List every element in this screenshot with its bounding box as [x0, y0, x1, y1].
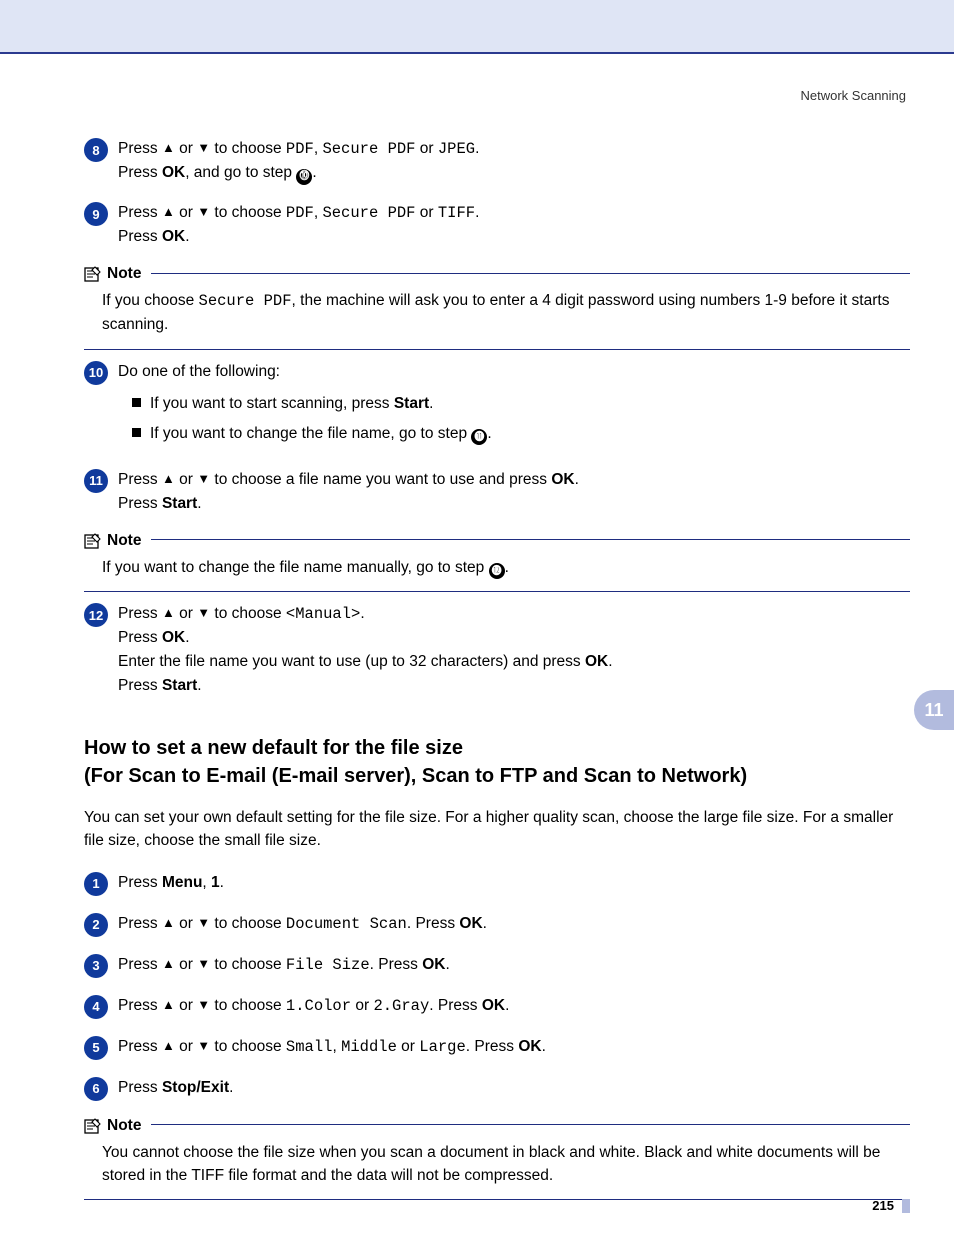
note-block: Note If you want to change the file name… — [84, 532, 910, 593]
note-icon — [84, 1117, 102, 1135]
step-d6: 6 Press Stop/Exit. — [84, 1076, 910, 1101]
step-badge: 10 — [84, 361, 108, 385]
step-badge: 5 — [84, 1036, 108, 1060]
note-icon — [84, 532, 102, 550]
step-badge: 11 — [84, 469, 108, 493]
step-badge: 1 — [84, 872, 108, 896]
note-label-text: Note — [107, 265, 141, 283]
bullet-icon — [132, 428, 141, 437]
step-d2: 2 Press ▲ or ▼ to choose Document Scan. … — [84, 912, 910, 937]
section-intro: You can set your own default setting for… — [84, 806, 910, 853]
step-ref-icon: ⓾ — [296, 169, 312, 185]
step-ref-icon: ⓬ — [489, 563, 505, 579]
step-badge: 9 — [84, 202, 108, 226]
step-d5: 5 Press ▲ or ▼ to choose Small, Middle o… — [84, 1035, 910, 1060]
note-block: Note If you choose Secure PDF, the machi… — [84, 265, 910, 350]
page: 11 Network Scanning 8 Press ▲ or ▼ to ch… — [0, 0, 954, 1235]
step-11: 11 Press ▲ or ▼ to choose a file name yo… — [84, 468, 910, 516]
step-badge: 3 — [84, 954, 108, 978]
step-badge: 2 — [84, 913, 108, 937]
step-d3: 3 Press ▲ or ▼ to choose File Size. Pres… — [84, 953, 910, 978]
page-number: 215 — [872, 1198, 910, 1213]
note-icon — [84, 265, 102, 283]
step-d4: 4 Press ▲ or ▼ to choose 1.Color or 2.Gr… — [84, 994, 910, 1019]
step-10: 10 Do one of the following: If you want … — [84, 360, 910, 452]
step-d1: 1 Press Menu, 1. — [84, 871, 910, 896]
step-8: 8 Press ▲ or ▼ to choose PDF, Secure PDF… — [84, 137, 910, 185]
note-block: Note You cannot choose the file size whe… — [84, 1117, 910, 1201]
step-9: 9 Press ▲ or ▼ to choose PDF, Secure PDF… — [84, 201, 910, 249]
step-ref-icon: ⓫ — [471, 429, 487, 445]
note-label-text: Note — [107, 532, 141, 550]
step-badge: 4 — [84, 995, 108, 1019]
note-label-text: Note — [107, 1117, 141, 1135]
top-banner — [0, 0, 954, 54]
step-badge: 12 — [84, 603, 108, 627]
step-badge: 6 — [84, 1077, 108, 1101]
section-heading: How to set a new default for the file si… — [84, 734, 910, 790]
running-header: Network Scanning — [84, 88, 910, 103]
bullet-icon — [132, 398, 141, 407]
step-badge: 8 — [84, 138, 108, 162]
step-12: 12 Press ▲ or ▼ to choose <Manual>. Pres… — [84, 602, 910, 698]
content: Network Scanning 8 Press ▲ or ▼ to choos… — [0, 54, 954, 1200]
